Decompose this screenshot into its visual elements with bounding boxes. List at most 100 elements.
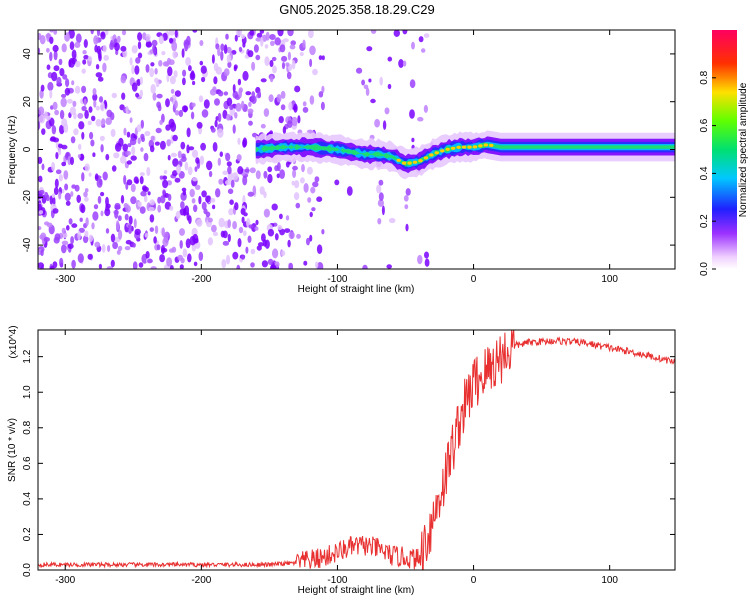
spectrogram-noise-cell xyxy=(263,191,267,199)
spectrogram-noise-cell xyxy=(51,193,56,198)
spectrogram-noise-cell xyxy=(164,61,170,67)
spectrogram-noise-cell xyxy=(199,60,204,66)
spectrogram-noise-cell xyxy=(176,164,182,175)
spectrogram-noise-cell xyxy=(151,39,158,47)
spectrogram-noise-cell xyxy=(52,44,59,53)
spectrogram-noise-cell xyxy=(308,30,314,39)
spectrogram-noise-cell xyxy=(234,34,238,42)
spectrogram-noise-cell xyxy=(135,92,140,98)
spectrogram-noise-cell xyxy=(64,192,71,202)
spectrogram-noise-cell xyxy=(93,204,99,210)
spectrogram-noise-cell xyxy=(227,233,231,243)
spectrogram-noise-cell xyxy=(133,218,137,229)
spectrogram-noise-cell xyxy=(100,31,106,40)
spectrogram-noise-cell xyxy=(149,145,155,153)
spectrogram-noise-cell xyxy=(78,121,85,130)
colorbar-tick-label: 0.4 xyxy=(699,166,710,180)
snr-y-tick-label: 0.0 xyxy=(22,563,33,577)
spectrogram-noise-cell xyxy=(208,170,213,178)
spectrogram-noise-cell xyxy=(83,39,88,48)
snr-panel: -300 -200 -100 0 100 0.0 0.2 0.4 0.6 0.8 1.0 1.2 H… xyxy=(7,325,676,596)
spectrogram-noise-cell xyxy=(95,105,100,111)
spectrogram-noise-cell xyxy=(103,54,109,61)
spectrogram-noise-cell xyxy=(100,102,105,112)
spectrogram-noise-cell xyxy=(160,195,166,204)
spectrogram-noise-cell xyxy=(217,47,221,57)
spectrogram-noise-cell xyxy=(154,141,160,146)
spectrogram-noise-cell xyxy=(131,82,138,92)
spectrogram-noise-cell xyxy=(191,198,196,204)
spectrogram-noise-cell xyxy=(117,245,123,252)
spectrogram-noise-cell xyxy=(370,30,377,34)
spectrogram-noise-cell xyxy=(334,179,340,186)
spectrogram-noise-cell xyxy=(293,192,300,201)
spectrogram-noise-cell xyxy=(138,262,144,268)
spectrogram-noise-cell xyxy=(38,114,45,124)
spectrogram-noise-cell xyxy=(191,149,199,158)
spectrogram-noise-cell xyxy=(187,253,192,263)
spectrogram-noise-cell xyxy=(302,101,307,107)
spectrogram-noise-cell xyxy=(211,54,215,64)
spectrogram-noise-cell xyxy=(63,123,69,133)
snr-y-tick-label: 0.2 xyxy=(22,527,33,541)
spectrogram-noise-cell xyxy=(102,44,107,53)
spectrogram-x-tick-label: 100 xyxy=(601,274,618,285)
spectrogram-noise-cell xyxy=(100,191,105,197)
spectrogram-noise-cell xyxy=(271,203,278,211)
spectrogram-noise-cell xyxy=(70,156,74,166)
spectrogram-noise-cell xyxy=(194,166,198,172)
spectrogram-noise-cell xyxy=(242,175,248,186)
spectrogram-noise-cell xyxy=(101,244,106,253)
spectrogram-noise-cell xyxy=(245,91,252,96)
colorbar-tick-label: 0.8 xyxy=(699,70,710,84)
spectrogram-noise-cell xyxy=(77,253,84,264)
spectrogram-noise-cell xyxy=(94,241,101,248)
spectrogram-noise-cell xyxy=(111,165,117,172)
spectrogram-noise-cell xyxy=(72,100,77,107)
spectrogram-noise-cell xyxy=(179,264,184,269)
spectrogram-noise-cell xyxy=(249,30,255,36)
spectrogram-noise-cell xyxy=(232,84,236,93)
spectrogram-noise-cell xyxy=(241,216,245,224)
spectrogram-noise-cell xyxy=(61,93,67,98)
spectrogram-noise-cell xyxy=(166,139,171,147)
spectrogram-noise-cell xyxy=(277,30,284,37)
spectrogram-peak-cell xyxy=(412,160,418,164)
spectrogram-noise-cell xyxy=(274,233,279,241)
spectrogram-noise-cell xyxy=(279,213,283,220)
spectrogram-noise-cell xyxy=(285,62,290,67)
spectrogram-noise-cell xyxy=(82,50,87,55)
spectrogram-noise-cell xyxy=(68,57,76,68)
spectrogram-noise-cell xyxy=(247,191,254,197)
spectrogram-peak-cell xyxy=(483,143,488,147)
spectrogram-noise-cell xyxy=(280,90,286,99)
spectrogram-noise-cell xyxy=(83,98,87,107)
spectrogram-noise-cell xyxy=(185,238,191,249)
spectrogram-noise-cell xyxy=(213,62,219,72)
spectrogram-noise-cell xyxy=(163,170,168,174)
spectrogram-noise-cell xyxy=(109,112,115,121)
spectrogram-noise-cell xyxy=(71,80,75,86)
spectrogram-noise-cell xyxy=(172,158,179,167)
spectrogram-noise-cell xyxy=(411,137,415,143)
spectrogram-noise-cell xyxy=(424,258,430,267)
spectrogram-noise-cell xyxy=(210,127,216,133)
figure-title: GN05.2025.358.18.29.C29 xyxy=(279,2,434,17)
spectrogram-noise-cell xyxy=(201,109,209,118)
spectrogram-noise-cell xyxy=(83,191,88,198)
spectrogram-noise-cell xyxy=(247,235,252,243)
spectrogram-ridge-band xyxy=(255,142,675,167)
spectrogram-noise-cell xyxy=(170,121,177,132)
spectrogram-noise-cell xyxy=(314,176,320,183)
spectrogram-noise-cell xyxy=(84,230,89,237)
spectrogram-noise-cell xyxy=(149,227,154,233)
spectrogram-noise-cell xyxy=(255,54,261,61)
spectrogram-noise-cell xyxy=(154,225,159,234)
spectrogram-noise-cell xyxy=(41,163,45,171)
spectrogram-noise-cell xyxy=(167,193,172,201)
spectrogram-noise-cell xyxy=(157,196,162,204)
spectrogram-noise-cell xyxy=(233,64,238,70)
spectrogram-noise-cell xyxy=(398,59,404,68)
spectrogram-noise-cell xyxy=(293,103,298,113)
spectrogram-noise-cell xyxy=(100,144,104,153)
